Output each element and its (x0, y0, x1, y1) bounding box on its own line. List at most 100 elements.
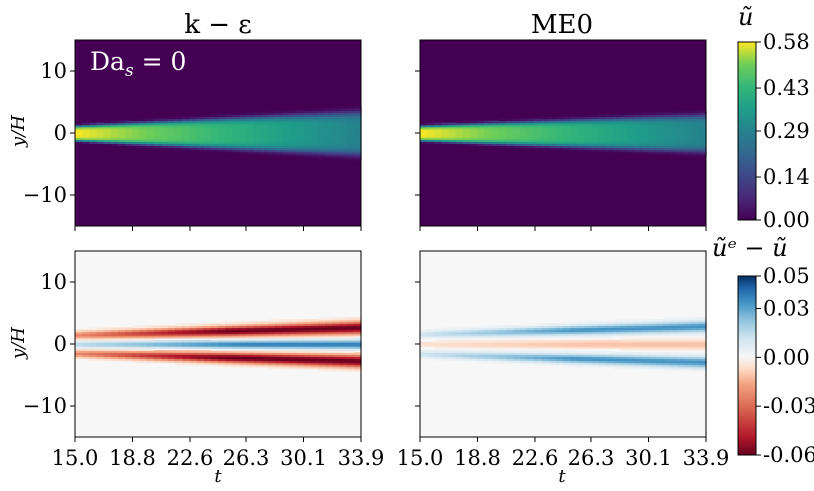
heatmap-cell (684, 135, 693, 138)
heatmap-cell (627, 331, 636, 335)
heatmap-cell (96, 354, 105, 357)
heatmap-cell (563, 116, 571, 120)
heatmap-cell (505, 350, 514, 353)
heatmap-cell (648, 137, 657, 140)
heatmap-cell (289, 325, 298, 329)
heatmap-cell (684, 364, 693, 368)
heatmap-cell (434, 346, 443, 349)
heatmap-cell (670, 360, 678, 364)
heatmap-cell (434, 133, 443, 136)
heatmap-cell (527, 126, 535, 130)
heatmap-cell (462, 130, 471, 134)
heatmap-cell (520, 333, 528, 337)
heatmap-cell (520, 128, 528, 132)
heatmap-cell (484, 339, 493, 343)
heatmap-cell (455, 128, 464, 132)
heatmap-cell (648, 352, 657, 355)
heatmap-cell (613, 124, 621, 128)
heatmap-cell (175, 333, 183, 337)
heatmap-cell (441, 341, 450, 345)
heatmap-cell (663, 364, 671, 368)
heatmap-cell (239, 139, 248, 142)
heatmap-cell (325, 135, 333, 138)
heatmap-cell (641, 358, 650, 362)
heatmap-cell (318, 346, 326, 349)
heatmap-cell (268, 364, 276, 368)
heatmap-cell (210, 350, 219, 353)
heatmap-cell (203, 147, 212, 151)
panel-me0-velocity (415, 39, 707, 231)
heatmap-cell (268, 133, 276, 136)
heatmap-cell (325, 327, 333, 331)
heatmap-cell (346, 337, 355, 341)
heatmap-cell (648, 344, 657, 347)
heatmap-cell (591, 344, 600, 347)
heatmap-cell (613, 362, 621, 366)
heatmap-cell (139, 348, 148, 351)
heatmap-cell (182, 362, 190, 366)
heatmap-cell (275, 118, 283, 122)
heatmap-cell (598, 341, 607, 345)
heatmap-cell (275, 147, 283, 151)
heatmap-cell (677, 118, 686, 122)
heatmap-cell (591, 143, 600, 146)
heatmap-cell (339, 364, 348, 368)
heatmap-cell (239, 362, 248, 366)
heatmap-cell (325, 153, 333, 157)
heatmap-cell (75, 356, 83, 360)
heatmap-cell (448, 327, 457, 331)
heatmap-cell (498, 360, 507, 364)
heatmap-cell (218, 327, 226, 331)
heatmap-cell (332, 128, 341, 132)
heatmap-cell (282, 335, 291, 339)
heatmap-cell (613, 141, 621, 144)
heatmap-cell (339, 135, 348, 138)
heatmap-cell (555, 126, 564, 130)
heatmap-cell (498, 120, 507, 124)
heatmap-cell (296, 360, 305, 364)
heatmap-cell (132, 344, 140, 347)
heatmap-cell (491, 135, 500, 138)
heatmap-cell (563, 126, 571, 130)
heatmap-cell (339, 151, 348, 155)
heatmap-cell (196, 356, 205, 360)
heatmap-cell (655, 323, 664, 326)
heatmap-cell (577, 124, 586, 128)
heatmap-cell (627, 333, 636, 337)
heatmap-cell (75, 337, 83, 341)
heatmap-cell (303, 356, 312, 360)
heatmap-cell (110, 352, 119, 355)
heatmap-cell (641, 366, 650, 370)
heatmap-cell (634, 358, 643, 362)
heatmap-cell (82, 139, 90, 142)
heatmap-cell (346, 116, 355, 120)
heatmap-cell (246, 321, 255, 324)
heatmap-cell (698, 120, 707, 124)
heatmap-cell (253, 120, 262, 124)
heatmap-cell (648, 325, 657, 329)
heatmap-cell (691, 120, 700, 124)
heatmap-cell (570, 126, 578, 130)
heatmap-cell (353, 366, 362, 370)
heatmap-cell (691, 317, 700, 320)
heatmap-cell (455, 356, 464, 360)
heatmap-cell (332, 139, 341, 142)
heatmap-cell (613, 133, 621, 136)
heatmap-cell (663, 346, 671, 349)
heatmap-cell (684, 354, 693, 357)
heatmap-cell (427, 329, 435, 333)
heatmap-cell (498, 331, 507, 335)
heatmap-cell (268, 325, 276, 329)
heatmap-cell (239, 360, 248, 364)
heatmap-cell (584, 137, 593, 140)
heatmap-cell (627, 329, 636, 333)
heatmap-cell (289, 352, 298, 355)
heatmap-cell (505, 360, 514, 364)
heatmap-cell (239, 135, 248, 138)
heatmap-cell (318, 352, 326, 355)
heatmap-cell (663, 323, 671, 326)
heatmap-cell (648, 112, 657, 115)
heatmap-cell (520, 135, 528, 138)
heatmap-cell (627, 137, 636, 140)
heatmap-cell (146, 335, 155, 339)
